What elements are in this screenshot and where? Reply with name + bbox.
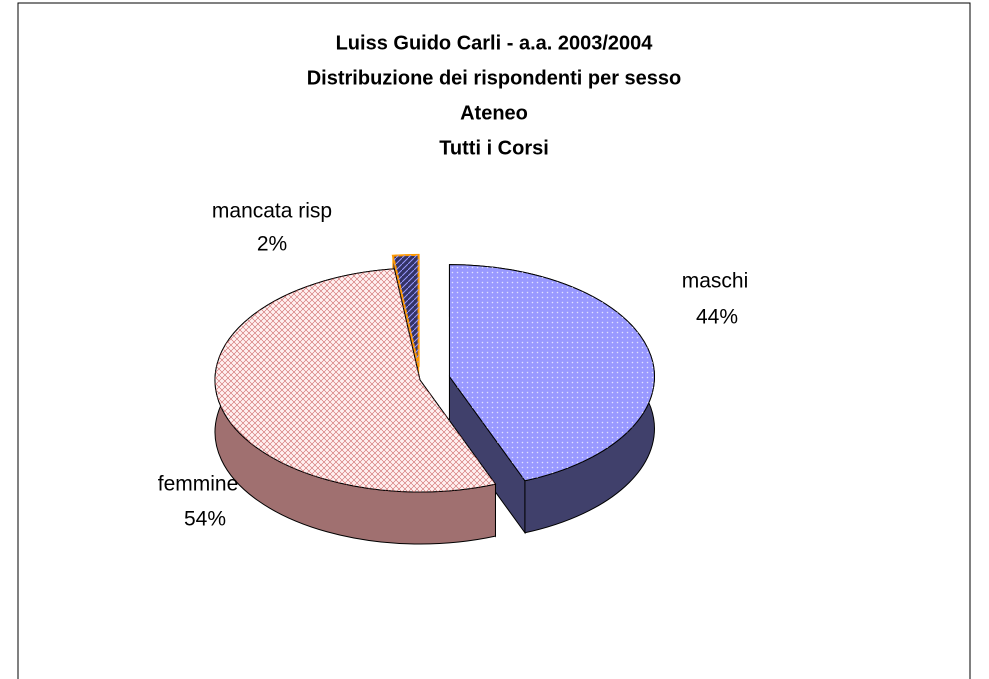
chart-title: Ateneo	[460, 102, 528, 124]
slice-texture	[449, 264, 655, 481]
slice-label: maschi	[682, 270, 749, 293]
slice-value-label: 54%	[184, 508, 226, 531]
slice-texture	[214, 268, 496, 492]
slice-label: femmine	[158, 473, 239, 496]
chart-title: Distribuzione dei rispondenti per sesso	[307, 67, 682, 89]
chart-border	[17, 2, 971, 679]
chart-title: Luiss Guido Carli - a.a. 2003/2004	[336, 32, 654, 54]
chart-title: Tutti i Corsi	[439, 137, 549, 159]
slice-value-label: 2%	[257, 233, 287, 256]
slice-label: mancata risp	[212, 200, 332, 223]
slice-tops	[214, 253, 655, 493]
slice-value-label: 44%	[696, 306, 738, 329]
slice-texture	[392, 254, 419, 367]
